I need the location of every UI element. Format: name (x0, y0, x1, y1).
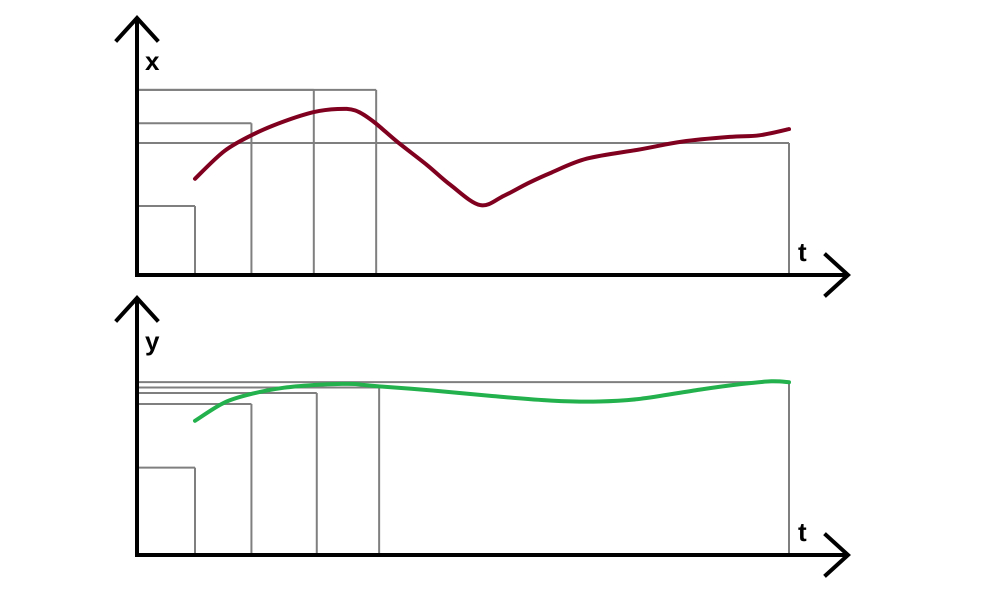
x-vs-t-chart: xt (114, 15, 851, 298)
y-vs-t-chart: yt (114, 295, 851, 578)
y-time-axis-label: t (798, 517, 807, 547)
x-axis-label: x (145, 46, 160, 76)
x-y-axis-arrow (114, 15, 160, 43)
y-y-axis-arrow (114, 295, 160, 323)
y-x-axis-arrow (823, 532, 851, 578)
y-axis-label: y (145, 326, 160, 356)
x-x-axis-arrow (823, 252, 851, 298)
x-series-line (193, 106, 791, 208)
y-series-line (193, 379, 791, 423)
x-time-axis-label: t (798, 237, 807, 267)
